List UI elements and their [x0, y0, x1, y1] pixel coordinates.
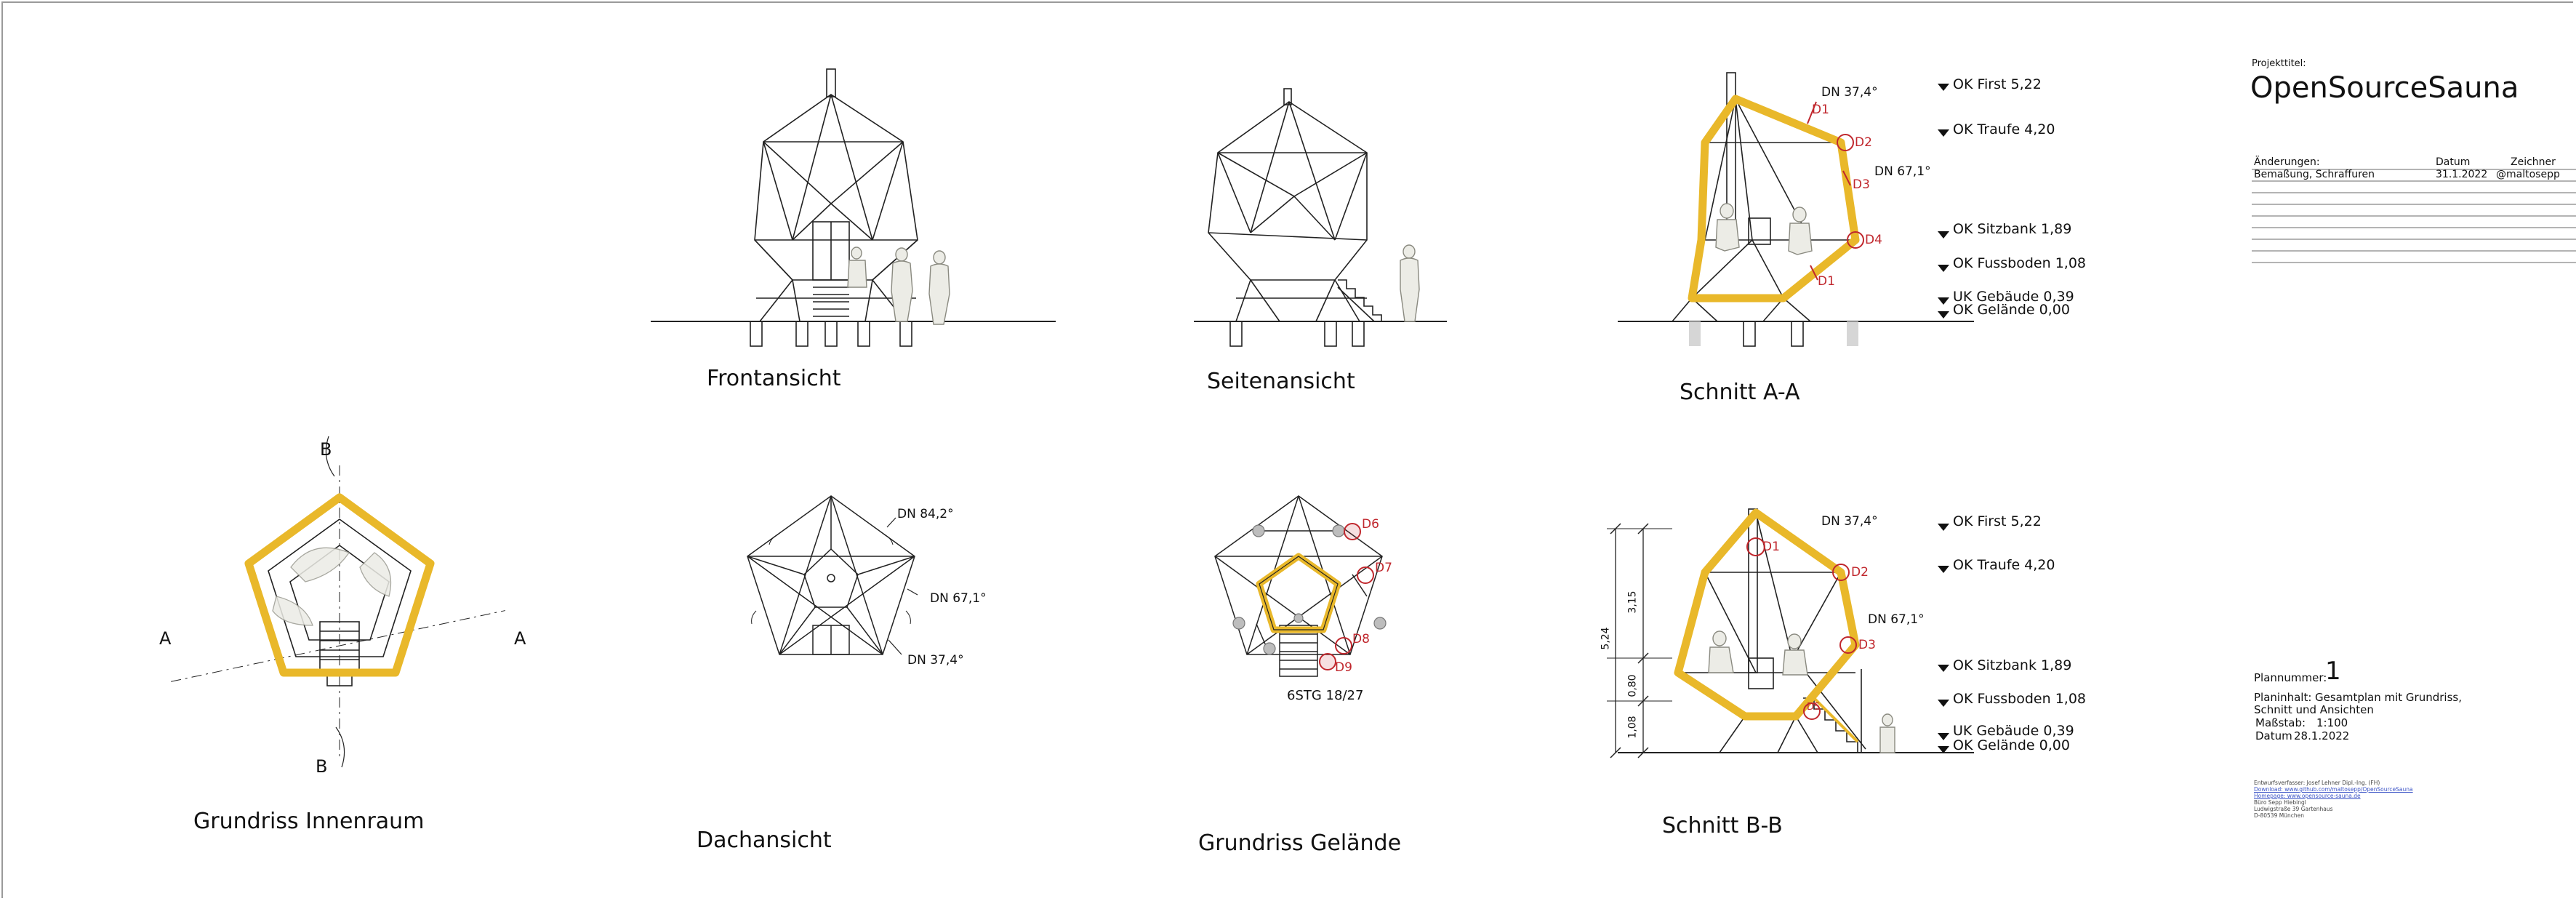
level-sitzbank-bb: OK Sitzbank 1,89	[1953, 657, 2072, 673]
title-block-lines	[2252, 169, 2576, 263]
detail-d9: D9	[1335, 660, 1352, 675]
level-uk-gebaeude-aa: UK Gebäude 0,39	[1953, 289, 2074, 305]
detail-d2-bb: D2	[1851, 565, 1869, 580]
interior-floorplan	[171, 436, 506, 768]
detail-d3-bb: D3	[1858, 638, 1876, 652]
plan-number-label: Plannummer:	[2254, 671, 2327, 684]
site-plan	[1214, 495, 1383, 677]
interior-figures	[272, 547, 392, 626]
section-bb	[1607, 508, 1974, 758]
dim-lower: 1,08	[1626, 716, 1639, 739]
front-figures	[847, 247, 950, 325]
detail-d1-bb: D1	[1762, 540, 1780, 554]
changes-header: Änderungen:	[2254, 156, 2320, 168]
detail-d1-aa: D1	[1812, 103, 1829, 117]
pitch-bb-side: DN 67,1°	[1868, 612, 1925, 627]
pitch-roof-67: DN 67,1°	[930, 591, 987, 606]
stair-label: 6STG 18/27	[1287, 688, 1364, 703]
credit-street: Ludwigstraße 39 Gartenhaus	[2254, 806, 2333, 812]
level-first-bb: OK First 5,22	[1953, 513, 2042, 529]
section-mark-b-top: B	[320, 439, 332, 460]
detail-d5-bb: D5	[1807, 702, 1821, 713]
plan-date: 28.1.2022	[2294, 729, 2350, 742]
pitch-roof-84: DN 84,2°	[897, 507, 954, 521]
level-markers-bb	[1938, 524, 1949, 753]
detail-d7: D7	[1375, 561, 1392, 575]
plan-date-label: Datum	[2255, 729, 2292, 742]
section-aa-detail-markers	[1807, 101, 1864, 281]
roof-pitch-leaders	[886, 517, 918, 655]
level-fussboden-bb: OK Fussboden 1,08	[1953, 691, 2087, 707]
detail-d8: D8	[1352, 632, 1370, 646]
change-row-author: @maltosepp	[2496, 169, 2560, 180]
level-markers-aa	[1938, 84, 1949, 319]
pitch-aa-side: DN 67,1°	[1874, 164, 1931, 179]
section-bb-stair-nosing	[1813, 697, 1859, 743]
credit-office: Büro Sepp Hiebingl	[2254, 799, 2306, 806]
section-aa-title: Schnitt A-A	[1680, 380, 1800, 405]
level-sitzbank-aa: OK Sitzbank 1,89	[1953, 221, 2072, 237]
site-plan-title: Grundriss Gelände	[1198, 830, 1402, 856]
dim-mid: 0,80	[1626, 674, 1639, 697]
change-row-date: 31.1.2022	[2436, 169, 2488, 180]
detail-d1-aa-bottom: D1	[1818, 274, 1835, 289]
section-bb-detail-markers	[1746, 537, 1857, 720]
plan-scale-label: Maßstab:	[2255, 716, 2306, 729]
project-title: OpenSourceSauna	[2250, 71, 2519, 105]
front-elevation	[651, 68, 1056, 347]
detail-d4-aa: D4	[1865, 233, 1882, 247]
credit-author: Entwurfsverfasser: Josef Lehner Dipl.-In…	[2254, 780, 2380, 786]
section-aa-insulation	[1688, 95, 1860, 303]
credit-homepage-link[interactable]: Homepage: www.opensource-sauna.de	[2254, 793, 2361, 799]
plan-scale: 1:100	[2316, 716, 2348, 729]
side-elevation	[1194, 88, 1447, 347]
side-figure	[1400, 244, 1420, 322]
level-traufe-bb: OK Traufe 4,20	[1953, 557, 2055, 573]
project-label: Projekttitel:	[2252, 58, 2306, 69]
roof-plan-title: Dachansicht	[697, 828, 832, 853]
dim-upper: 3,15	[1626, 590, 1639, 614]
pitch-roof-37: DN 37,4°	[907, 653, 964, 668]
plan-number: 1	[2325, 657, 2341, 686]
plan-content-line1: Gesamtplan mit Grundriss,	[2315, 691, 2462, 704]
roof-plan	[747, 495, 915, 655]
section-aa-footing-cut-right	[1847, 321, 1858, 346]
changes-author-header: Zeichner	[2511, 156, 2556, 168]
section-aa-footing-cut	[1689, 321, 1701, 346]
section-bb-figures	[1708, 630, 1895, 753]
section-mark-a-left: A	[159, 628, 172, 649]
site-detail-markers	[1319, 523, 1374, 670]
section-mark-b-bottom: B	[316, 756, 328, 777]
plan-content-label: Planinhalt:	[2254, 691, 2312, 704]
level-first-aa: OK First 5,22	[1953, 76, 2042, 92]
section-mark-a-right: A	[514, 628, 526, 649]
credit-city: D-80539 München	[2254, 812, 2304, 819]
dim-total: 5,24	[1600, 627, 1612, 650]
level-traufe-aa: OK Traufe 4,20	[1953, 121, 2055, 137]
level-uk-gebaeude-bb: UK Gebäude 0,39	[1953, 723, 2074, 739]
plan-content-line2: Schnitt und Ansichten	[2254, 703, 2374, 716]
site-footings	[1232, 524, 1387, 655]
credit-download-link[interactable]: Download: www.github.com/maltosepp/OpenS…	[2254, 786, 2413, 793]
level-gelaende-bb: OK Gelände 0,00	[1953, 737, 2070, 753]
section-aa-figures	[1715, 203, 1813, 255]
interior-insulation	[244, 493, 435, 677]
pitch-aa-top: DN 37,4°	[1821, 85, 1878, 100]
front-elevation-title: Frontansicht	[707, 366, 841, 391]
section-bb-title: Schnitt B-B	[1662, 813, 1783, 838]
section-bb-insulation	[1674, 508, 1860, 721]
side-elevation-title: Seitenansicht	[1207, 369, 1355, 394]
interior-floorplan-title: Grundriss Innenraum	[193, 809, 425, 834]
change-row-text: Bemaßung, Schraffuren	[2254, 169, 2375, 180]
changes-date-header: Datum	[2436, 156, 2471, 168]
detail-d6: D6	[1362, 517, 1379, 532]
detail-d2-aa: D2	[1855, 135, 1872, 150]
level-fussboden-aa: OK Fussboden 1,08	[1953, 255, 2087, 271]
level-gelaende-aa: OK Gelände 0,00	[1953, 302, 2070, 318]
detail-d3-aa: D3	[1853, 177, 1870, 192]
pitch-bb-top: DN 37,4°	[1821, 514, 1878, 529]
